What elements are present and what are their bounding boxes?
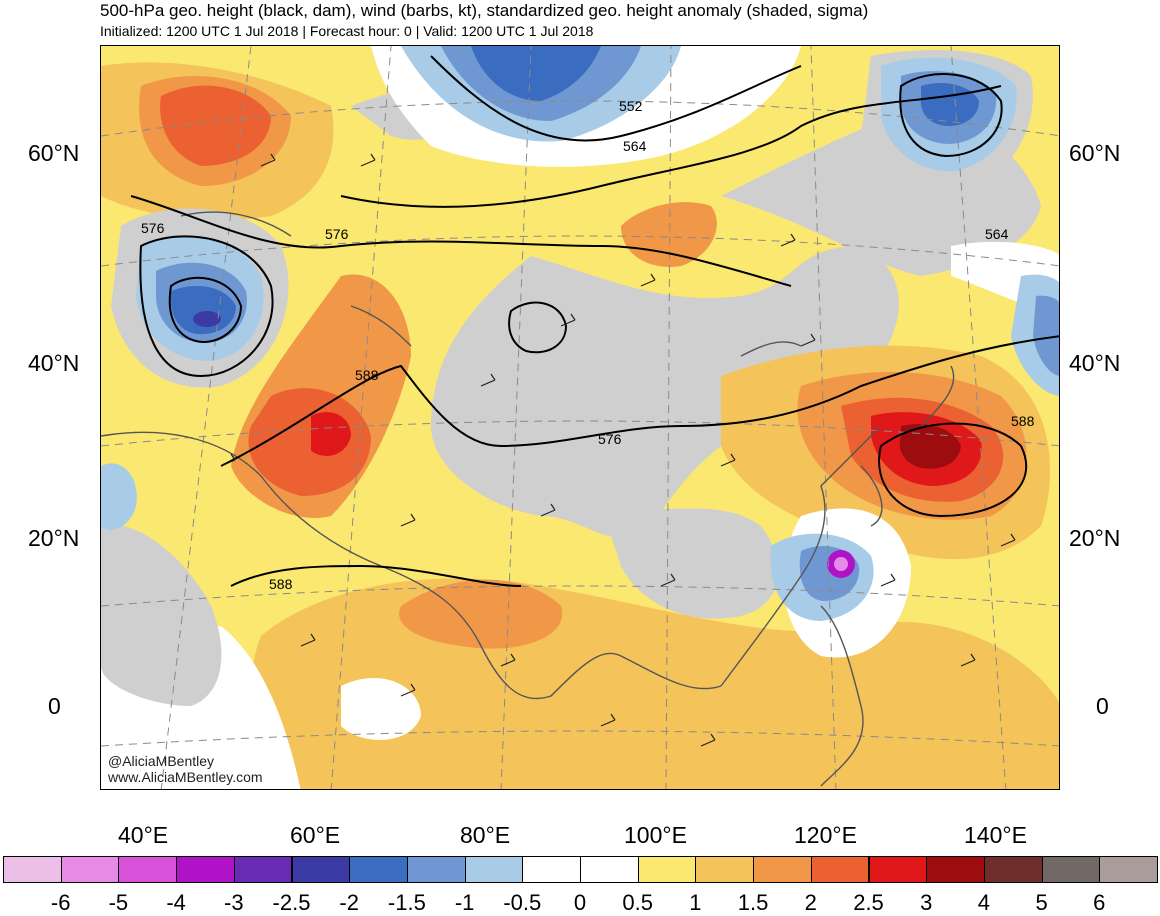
contour-564 [340, 85, 1002, 208]
colorbar-swatch [349, 856, 408, 883]
colorbar-swatch [118, 856, 178, 883]
colorbar-swatch [1041, 856, 1101, 883]
colorbar-tick-label: -1 [454, 890, 475, 915]
colorbar-swatch [580, 856, 639, 883]
colorbar-tick-label: 4 [977, 890, 991, 915]
colorbar-tick-label: 1 [689, 890, 702, 915]
contour-closed-low [508, 301, 568, 354]
contour-588-east [878, 422, 1028, 518]
lat-label-60n-left: 60°N [28, 140, 80, 166]
lat-label-0-left: 0 [48, 693, 61, 719]
lat-label-0-right: 0 [1096, 693, 1109, 719]
colorbar-swatch [406, 856, 466, 883]
lat-label-20n-left: 20°N [28, 525, 80, 551]
anomaly-negative-core [193, 311, 221, 327]
contour-low-west [139, 235, 274, 378]
lat-label-20n-right: 20°N [1069, 525, 1121, 551]
colorbar-tick-label: 2 [804, 890, 817, 915]
lat-label-40n-right: 40°N [1069, 350, 1121, 376]
contour-576 [130, 195, 792, 287]
anomaly-negative-region [471, 46, 601, 101]
anomaly-gray-region [601, 506, 779, 619]
contour-low-west-inner [168, 276, 243, 343]
colorbar-tick-label: 2.5 [853, 890, 884, 915]
anomaly-gray-region [101, 524, 222, 706]
lat-label-40n-left: 40°N [28, 350, 80, 376]
typhoon-anomaly-center [834, 557, 848, 571]
colorbar-tick-label: -1.5 [387, 890, 426, 915]
colorbar-swatch [926, 856, 985, 883]
colorbar-swatch [3, 856, 62, 883]
colorbar-tick-label: -2.5 [272, 890, 311, 915]
lat-label-60n-right: 60°N [1069, 140, 1121, 166]
lon-label-140e: 140°E [964, 822, 1027, 848]
colorbar-tick-label: 1.5 [737, 890, 769, 915]
colorbar-swatch [695, 856, 755, 883]
weather-map-svg: 552 564 576 576 564 588 576 588 588 [101, 46, 1059, 789]
anomaly-negative-region [101, 463, 137, 530]
contour-552 [430, 55, 802, 142]
colorbar-swatch [1099, 856, 1158, 883]
map-subtitle: Initialized: 1200 UTC 1 Jul 2018 | Forec… [100, 23, 594, 39]
colorbar-tick-label: -4 [166, 890, 186, 915]
contour-low-ne [899, 73, 1003, 158]
wind-barbs [220, 153, 1016, 747]
lon-label-40e: 40°E [118, 822, 169, 848]
contour-label: 576 [141, 220, 165, 236]
lon-label-80e: 80°E [460, 822, 511, 848]
colorbar-swatch [60, 856, 120, 883]
colorbar-swatch [983, 856, 1043, 883]
contour-label: 552 [619, 98, 643, 114]
anomaly-positive-region [311, 412, 351, 456]
colorbar-tick-label: -3 [224, 890, 244, 915]
anomaly-gray-region [431, 246, 899, 539]
anomaly-positive-region [160, 85, 271, 166]
watermark-url: www.AliciaMBentley.com [108, 769, 263, 785]
lon-label-100e: 100°E [624, 822, 687, 848]
contour-588 [230, 564, 522, 587]
contour-label: 576 [325, 226, 349, 242]
colorbar-tick-label: -6 [50, 890, 71, 915]
colorbar-swatch [522, 856, 581, 883]
contour-label: 588 [355, 367, 379, 383]
colorbar-tick-label: 6 [1093, 890, 1106, 915]
contour-label: 588 [269, 576, 293, 592]
colorbar-swatch [637, 856, 697, 883]
colorbar-tick-label: -2 [339, 890, 359, 915]
lon-label-120e: 120°E [794, 822, 857, 848]
contour-label: 564 [623, 138, 647, 154]
watermark: @AliciaMBentley www.AliciaMBentley.com [108, 753, 263, 785]
colorbar-tick-label: 5 [1035, 890, 1048, 915]
lon-label-60e: 60°E [290, 822, 341, 848]
anomaly-positive-region [248, 388, 371, 496]
contour-label: 564 [985, 226, 1009, 242]
colorbar-swatch [868, 856, 928, 883]
height-contours [130, 55, 1059, 587]
watermark-handle: @AliciaMBentley [108, 753, 215, 769]
colorbar-swatch [464, 856, 524, 883]
colorbar-swatch [810, 856, 870, 883]
colorbar-tick-label: -5 [108, 890, 129, 915]
colorbar-tick-label: 0.5 [622, 890, 653, 915]
colorbar-tick-label: 3 [920, 890, 933, 915]
contour-label: 576 [598, 431, 622, 447]
colorbar [3, 856, 1158, 883]
colorbar-swatch [233, 856, 293, 883]
anomaly-negative-region [1033, 295, 1059, 376]
anomaly-neutral-region [341, 677, 421, 740]
anomaly-positive-region [621, 202, 717, 267]
colorbar-swatch [753, 856, 812, 883]
contour-label: 588 [1011, 413, 1035, 429]
colorbar-tick-label: -0.5 [503, 890, 542, 915]
weather-map-panel: 552 564 576 576 564 588 576 588 588 [100, 45, 1060, 790]
map-title: 500-hPa geo. height (black, dam), wind (… [100, 1, 869, 20]
colorbar-swatch [176, 856, 235, 883]
colorbar-tick-label: 0 [573, 890, 587, 915]
colorbar-swatch [291, 856, 351, 883]
coastlines [101, 211, 955, 787]
contour-576-south [220, 335, 1059, 467]
